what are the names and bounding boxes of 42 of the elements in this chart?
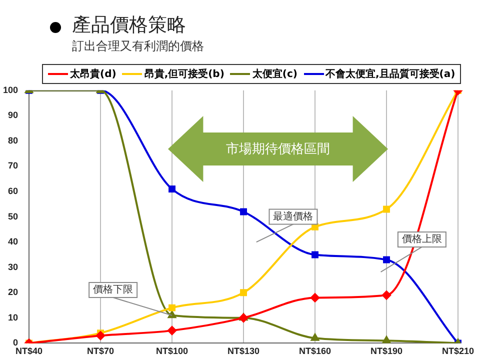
point [168,304,176,312]
legend-label: 不會太便宜,且品質可接受(a) [324,67,456,81]
annotation: 最適價格 [273,210,314,222]
point [96,331,106,340]
x-tick-label: NT$190 [370,346,403,356]
annotation: 市場期待價格區間 [225,141,331,158]
y-tick-label: 90 [8,110,18,120]
point [310,293,320,302]
point [382,290,392,300]
annotation: 價格上限 [402,233,442,246]
y-tick-label: 20 [8,287,18,298]
point [312,223,318,230]
legend-label: 太便宜(c) [251,67,298,81]
legend-label: 昂貴,但可接受(b) [143,68,224,81]
y-tick-label: 40 [8,236,18,247]
point [310,334,320,341]
point [312,251,318,258]
y-tick-label: 70 [8,160,18,171]
point [240,208,247,216]
point [168,186,176,192]
x-tick-label: NT$160 [298,346,332,356]
point [382,336,391,344]
x-tick-label: NT$100 [156,346,188,356]
x-tick-label: NT$210 [442,346,474,356]
y-tick-label: 80 [8,135,18,146]
y-tick-label: 100 [2,84,18,95]
point [240,289,247,296]
x-tick-label: NT$40 [16,346,43,356]
point [383,206,390,213]
legend-label: 太昂貴(d) [68,68,116,81]
chart-title: 產品價格策略 [72,13,186,38]
y-tick-label: 0 [13,338,18,348]
point [383,256,390,264]
x-tick-label: NT$70 [87,346,114,356]
y-tick-label: 60 [8,186,18,196]
y-tick-label: 50 [8,211,18,222]
point [168,326,177,336]
x-tick-label: NT$130 [227,346,260,356]
annotation: 價格下限 [93,284,134,296]
y-tick-label: 10 [8,312,18,322]
y-tick-label: 30 [8,262,18,272]
chart-subtitle: 訂出合理又有利潤的價格 [72,38,204,55]
